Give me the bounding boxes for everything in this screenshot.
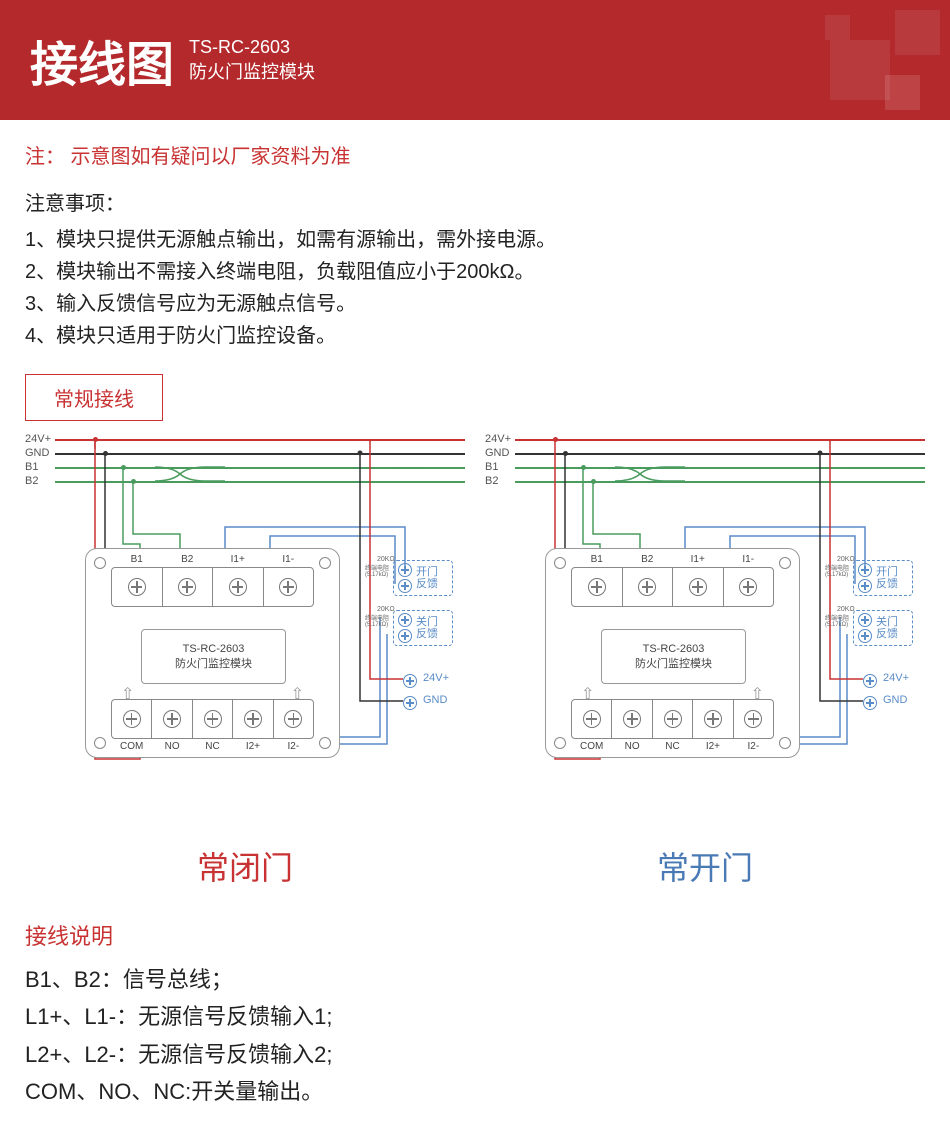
res-20k: 20KΩ (837, 556, 855, 563)
bus-label-b2: B2 (485, 475, 498, 487)
desc-line: L1+、L1-：无源信号反馈输入1; (25, 998, 925, 1035)
caption-open: 常开门 (485, 843, 925, 889)
terminal-no: NO (165, 741, 180, 752)
section-badge: 常规接线 (25, 374, 163, 421)
content-area: 注： 示意图如有疑问以厂家资料为准 注意事项： 1、模块只提供无源触点输出，如需… (0, 120, 950, 1131)
ext-24v-label: 24V+ (883, 672, 909, 684)
ext-24v-term (403, 674, 417, 688)
feedback-close-label: 关门反馈 (416, 616, 438, 640)
desc-line: L2+、L2-：无源信号反馈输入2; (25, 1036, 925, 1073)
resistor-label: 终端电阻(5.17kΩ) (825, 566, 849, 578)
note-item: 3、输入反馈信号应为无源触点信号。 (25, 288, 925, 320)
resistor-label: 终端电阻(5.17kΩ) (365, 616, 389, 628)
desc-title: 接线说明 (25, 919, 925, 951)
ext-gnd-label: GND (423, 694, 447, 706)
module-label: TS-RC-2603 防火门监控模块 (601, 629, 746, 684)
header-title: 接线图 (30, 25, 174, 95)
note-item: 4、模块只适用于防火门监控设备。 (25, 320, 925, 352)
feedback-open: 开门反馈 (853, 560, 913, 596)
feedback-close: 关门反馈 (393, 610, 453, 646)
feedback-open-label: 开门反馈 (876, 566, 898, 590)
feedback-open-label: 开门反馈 (416, 566, 438, 590)
terminal-nc: NC (665, 741, 679, 752)
bus-label-24v: 24V+ (25, 433, 51, 445)
terminal-b1: B1 (591, 554, 603, 565)
terminal-i2n: I2- (287, 741, 299, 752)
terminal-row-bottom: COM NO NC I2+ I2- (571, 699, 774, 739)
bus-label-gnd: GND (25, 447, 49, 459)
resistor-label: 终端电阻(5.17kΩ) (365, 566, 389, 578)
diagram-open-door: 24V+ GND B1 B2 (485, 433, 925, 889)
header-banner: 接线图 TS-RC-2603 防火门监控模块 (0, 0, 950, 120)
module-box: B1 B2 I1+ I1- TS-RC-2603 防火门监控模块 ⇧ ⇧ COM (545, 548, 800, 758)
feedback-close: 关门反馈 (853, 610, 913, 646)
module-area: B1 B2 I1+ I1- TS-RC-2603 防火门监控模块 ⇧ ⇧ COM (485, 488, 925, 828)
terminal-i2n: I2- (747, 741, 759, 752)
terminal-b2: B2 (641, 554, 653, 565)
bus-label-b2: B2 (25, 475, 38, 487)
ext-24v-term (863, 674, 877, 688)
terminal-nc: NC (205, 741, 219, 752)
module-model: TS-RC-2603 (643, 643, 705, 655)
notes-title: 注意事项： (25, 187, 925, 216)
terminal-com: COM (580, 741, 603, 752)
note-item: 2、模块输出不需接入终端电阻，负载阻值应小于200kΩ。 (25, 256, 925, 288)
diagram-closed-door: 24V+ GND B1 B2 (25, 433, 465, 889)
module-box: B1 B2 I1+ I1- TS-RC-2603 防火门监控模块 ⇧ ⇧ COM (85, 548, 340, 758)
feedback-open: 开门反馈 (393, 560, 453, 596)
res-20k: 20KΩ (377, 556, 395, 563)
note-warning: 注： 示意图如有疑问以厂家资料为准 (25, 140, 925, 169)
module-label: TS-RC-2603 防火门监控模块 (141, 629, 286, 684)
module-model: TS-RC-2603 (183, 643, 245, 655)
terminal-row-bottom: COM NO NC I2+ I2- (111, 699, 314, 739)
terminal-i1p: I1+ (691, 554, 705, 565)
ext-gnd-label: GND (883, 694, 907, 706)
header-decoration (750, 0, 950, 120)
terminal-i2p: I2+ (706, 741, 720, 752)
resistor-label: 终端电阻(5.17kΩ) (825, 616, 849, 628)
feedback-close-label: 关门反馈 (876, 616, 898, 640)
terminal-i1p: I1+ (231, 554, 245, 565)
header-subtitle: TS-RC-2603 防火门监控模块 (189, 35, 315, 85)
terminal-i1n: I1- (742, 554, 754, 565)
module-area: B1 B2 I1+ I1- TS-RC-2603 防火门监控模块 ⇧ ⇧ COM (25, 488, 465, 828)
desc-line: COM、NO、NC:开关量输出。 (25, 1073, 925, 1110)
bus-lines: 24V+ GND B1 B2 (485, 433, 925, 488)
terminal-row-top: B1 B2 I1+ I1- (111, 567, 314, 607)
caption-closed: 常闭门 (25, 843, 465, 889)
terminal-row-top: B1 B2 I1+ I1- (571, 567, 774, 607)
diagrams-container: 24V+ GND B1 B2 (25, 433, 925, 889)
bus-label-24v: 24V+ (485, 433, 511, 445)
ext-gnd-term (863, 696, 877, 710)
module-name: 防火门监控模块 (635, 655, 712, 671)
desc-line: B1、B2：信号总线； (25, 961, 925, 998)
bus-label-b1: B1 (485, 461, 498, 473)
res-20k: 20KΩ (377, 606, 395, 613)
terminal-i2p: I2+ (246, 741, 260, 752)
ext-gnd-term (403, 696, 417, 710)
bus-label-b1: B1 (25, 461, 38, 473)
notes-list: 1、模块只提供无源触点输出，如需有源输出，需外接电源。 2、模块输出不需接入终端… (25, 224, 925, 352)
terminal-b1: B1 (131, 554, 143, 565)
note-item: 1、模块只提供无源触点输出，如需有源输出，需外接电源。 (25, 224, 925, 256)
header-model: TS-RC-2603 (189, 35, 315, 60)
bus-label-gnd: GND (485, 447, 509, 459)
terminal-no: NO (625, 741, 640, 752)
header-product: 防火门监控模块 (189, 60, 315, 85)
terminal-b2: B2 (181, 554, 193, 565)
module-name: 防火门监控模块 (175, 655, 252, 671)
terminal-com: COM (120, 741, 143, 752)
ext-24v-label: 24V+ (423, 672, 449, 684)
res-20k: 20KΩ (837, 606, 855, 613)
terminal-i1n: I1- (282, 554, 294, 565)
bus-lines: 24V+ GND B1 B2 (25, 433, 465, 488)
